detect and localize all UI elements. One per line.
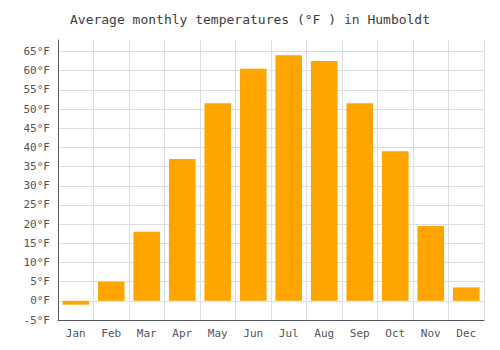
svg-text:Feb: Feb	[101, 327, 121, 340]
svg-text:Dec: Dec	[456, 327, 476, 340]
svg-text:15°F: 15°F	[24, 237, 51, 250]
svg-text:0°F: 0°F	[30, 294, 50, 307]
svg-text:Mar: Mar	[137, 327, 157, 340]
svg-text:Jul: Jul	[279, 327, 299, 340]
svg-text:Average monthly temperatures (: Average monthly temperatures (°F ) in Hu…	[70, 12, 430, 27]
svg-text:10°F: 10°F	[24, 256, 51, 269]
svg-text:55°F: 55°F	[24, 83, 51, 96]
svg-text:Apr: Apr	[172, 327, 192, 340]
svg-text:30°F: 30°F	[24, 179, 51, 192]
svg-text:60°F: 60°F	[24, 64, 51, 77]
svg-text:-5°F: -5°F	[24, 314, 51, 327]
svg-text:20°F: 20°F	[24, 218, 51, 231]
svg-text:May: May	[208, 327, 228, 340]
svg-text:35°F: 35°F	[24, 160, 51, 173]
svg-text:50°F: 50°F	[24, 103, 51, 116]
svg-text:Jun: Jun	[243, 327, 263, 340]
svg-text:5°F: 5°F	[30, 275, 50, 288]
svg-text:40°F: 40°F	[24, 141, 51, 154]
svg-text:45°F: 45°F	[24, 122, 51, 135]
svg-text:25°F: 25°F	[24, 198, 51, 211]
svg-text:Jan: Jan	[66, 327, 86, 340]
svg-text:Sep: Sep	[350, 327, 370, 340]
svg-text:Aug: Aug	[314, 327, 334, 340]
svg-text:65°F: 65°F	[24, 45, 51, 58]
svg-text:Nov: Nov	[421, 327, 441, 340]
svg-text:Oct: Oct	[385, 327, 405, 340]
